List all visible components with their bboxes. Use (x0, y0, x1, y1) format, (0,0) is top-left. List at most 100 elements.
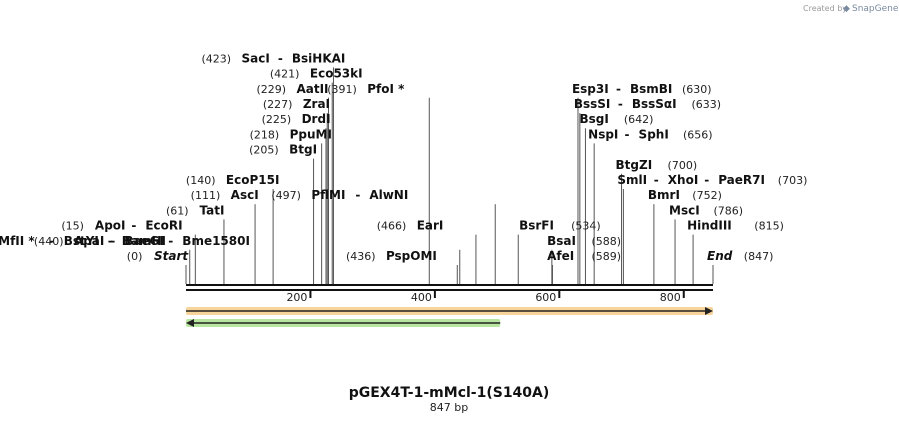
site-enzyme-name: BtgZI (616, 158, 653, 172)
site-label: BmrI (752) (648, 188, 722, 202)
site-label: Esp3I - BsmBI (630) (572, 82, 712, 96)
site-enzyme-name: Bme1580I (182, 234, 250, 248)
site-name-separator: - (131, 219, 136, 233)
site-enzyme-name: SmlI (617, 173, 647, 187)
ruler-tick-label: 400 (411, 291, 432, 304)
site-enzyme-name: AscI (231, 188, 259, 202)
site-enzyme-name: BsiHKAI (292, 51, 346, 65)
site-enzyme-name: AlwNI (369, 188, 408, 202)
site-label: (6)MfII *-BstYI-BamHI (0, 234, 166, 248)
credit-brand: SnapGene (852, 4, 899, 14)
feature-arrowhead-icon (705, 307, 713, 315)
site-name-separator: - (110, 234, 115, 248)
site-position: (391) (327, 83, 357, 96)
site-position: (700) (668, 159, 698, 172)
site-label: BtgZI (700) (616, 158, 698, 172)
feature-forward-orf (186, 307, 713, 315)
site-position: (847) (744, 250, 774, 263)
site-enzyme-name: PaeR7I (718, 173, 765, 187)
site-name-separator: - (108, 234, 113, 248)
site-enzyme-name: NspI (588, 127, 618, 141)
site-enzyme-name: MscI (669, 203, 700, 217)
cut-site-lines (185, 67, 714, 284)
snapgene-logo-icon: ◆ (843, 4, 850, 14)
site-label: MscI (786) (669, 203, 743, 217)
site-enzyme-name: TatI (200, 203, 225, 217)
site-enzyme-name: BssSI (574, 97, 611, 111)
site-position: (752) (692, 189, 722, 202)
site-name-separator: - (616, 82, 621, 96)
site-position: (630) (682, 83, 712, 96)
site-enzyme-name: BssSαI (632, 97, 677, 111)
site-enzyme-name: BtgI (289, 143, 317, 157)
site-enzyme-name: BsrFI (519, 219, 554, 233)
site-position: (15) (61, 220, 84, 233)
site-position: (436) (346, 250, 376, 263)
site-label: (391) PfoI * (327, 82, 405, 96)
site-enzyme-name: BsaI (547, 234, 576, 248)
site-enzyme-name: PfoI * (367, 82, 405, 96)
site-position: (703) (778, 174, 808, 187)
site-position: (466) (377, 220, 407, 233)
site-name-separator: - (168, 234, 173, 248)
site-enzyme-name: PspOMI (386, 249, 437, 263)
site-position: (588) (591, 235, 621, 248)
site-position: (440) (34, 235, 64, 248)
site-enzyme-name: XhoI (668, 173, 699, 187)
site-label: (225) DrdI (262, 112, 331, 126)
site-label: (61) TatI (166, 203, 225, 217)
site-position: (0) (127, 250, 143, 263)
site-enzyme-name: PpuMI (290, 127, 332, 141)
site-label: (0) Start (127, 249, 190, 263)
site-enzyme-name: Esp3I (572, 82, 609, 96)
site-enzyme-name: BaeGI (124, 234, 164, 248)
site-name-separator: - (355, 188, 360, 202)
site-label: (140) EcoP15I (186, 173, 280, 187)
feature-arrowhead-icon (186, 319, 194, 327)
site-enzyme-name: MfII * (0, 234, 35, 248)
site-name-separator: - (704, 173, 709, 187)
site-enzyme-name: EcoP15I (226, 173, 280, 187)
site-position: (421) (270, 68, 300, 81)
site-label: (440) ApaI - BaeGI - Bme1580I (34, 234, 250, 248)
site-position: (633) (691, 98, 721, 111)
site-position: (225) (262, 113, 292, 126)
site-enzyme-name: HindIII (687, 219, 732, 233)
ruler-tick-label: 600 (535, 291, 556, 304)
site-position: (227) (263, 98, 293, 111)
site-label: (111) AscI (191, 188, 259, 202)
site-label: (436) PspOMI (346, 249, 437, 263)
site-name-separator: - (618, 97, 623, 111)
site-enzyme-name: BmrI (648, 188, 680, 202)
site-label: SmlI - XhoI - PaeR7I (703) (617, 173, 807, 187)
site-label: BsgI (642) (579, 112, 653, 126)
site-position: (786) (713, 204, 743, 217)
map-title: pGEX4T-1-mMcl-1(S140A) (349, 385, 550, 401)
site-enzyme-name: SacI (242, 51, 270, 65)
feature-reverse-orf (186, 319, 501, 327)
site-position: (642) (624, 113, 654, 126)
site-label: (497) PflMI - AlwNI (271, 188, 408, 202)
site-label: BssSI - BssSαI (633) (574, 97, 721, 111)
site-enzyme-name: SphI (639, 127, 669, 141)
site-label: (466) EarI (377, 219, 444, 233)
cut-site-labels: (0)Start(6)MfII *-BstYI-BamHI(15)ApoI-Ec… (0, 51, 807, 263)
site-enzyme-name: PflMI (311, 188, 345, 202)
site-label: (423) SacI - BsiHKAI (202, 51, 346, 65)
site-label: (218) PpuMI (250, 127, 332, 141)
sequence-backbone (186, 284, 713, 291)
site-enzyme-name: BstYI (64, 234, 99, 248)
site-name-separator: - (625, 127, 630, 141)
credit: Created by ◆ SnapGene (803, 4, 899, 14)
site-position: (229) (256, 83, 286, 96)
site-position: (656) (683, 128, 713, 141)
site-enzyme-name: End (707, 249, 733, 263)
site-label: (229) AatII (256, 82, 328, 96)
ruler-tick-label: 800 (660, 291, 681, 304)
site-enzyme-name: AatII (296, 82, 328, 96)
ruler: 200 400 600 800 (286, 290, 685, 304)
site-label: HindIII (815) (687, 219, 784, 233)
site-label: (421) Eco53kI (270, 67, 363, 81)
site-enzyme-name: ApaI (74, 234, 104, 248)
